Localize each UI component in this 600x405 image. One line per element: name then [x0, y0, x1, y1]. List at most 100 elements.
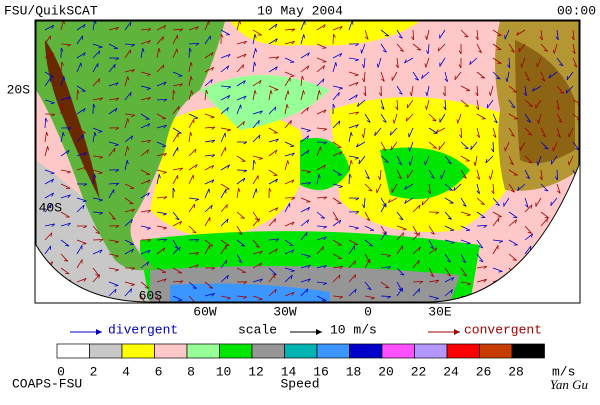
colorbar-label: Speed	[280, 376, 319, 391]
wind-arrow	[540, 183, 549, 192]
wind-arrow	[156, 169, 167, 174]
wind-arrow	[220, 146, 227, 157]
wind-arrow	[300, 206, 311, 213]
colorbar-tick: 16	[313, 364, 329, 379]
wind-arrow	[284, 274, 293, 283]
wind-arrow	[140, 123, 151, 129]
wind-arrow	[76, 278, 87, 283]
wind-arrow	[76, 239, 87, 245]
wind-arrow	[108, 239, 119, 244]
wind-arrow	[220, 95, 231, 101]
wind-arrow	[316, 78, 325, 87]
wind-arrow	[140, 71, 151, 76]
wind-arrow	[204, 126, 216, 130]
wind-arrow	[425, 99, 430, 110]
wind-arrow	[252, 188, 258, 199]
wind-arrow	[332, 141, 342, 148]
wind-arrow	[284, 120, 292, 129]
wind-arrow	[395, 99, 399, 111]
wind-arrow	[439, 57, 446, 67]
wind-arrow	[444, 289, 453, 297]
color-box	[414, 343, 448, 359]
wind-arrow	[427, 183, 431, 195]
wind-arrow	[475, 85, 479, 97]
colorbar-tick: 10	[216, 364, 232, 379]
colorbar-tick: 26	[476, 364, 492, 379]
wind-arrow	[332, 85, 343, 90]
wind-arrow	[172, 133, 179, 143]
wind-arrow	[60, 169, 71, 174]
wind-arrow	[412, 280, 424, 284]
wind-arrow	[156, 141, 167, 147]
wind-arrow	[411, 29, 415, 41]
lon-label: 60W	[193, 304, 217, 319]
wind-arrow	[473, 155, 478, 166]
wind-arrow	[220, 218, 229, 227]
wind-arrow	[412, 232, 421, 241]
wind-arrow	[172, 246, 181, 255]
wind-arrow	[188, 295, 197, 302]
color-box	[511, 343, 545, 359]
wind-arrow	[535, 197, 542, 207]
color-box	[186, 343, 220, 359]
wind-arrow	[92, 274, 101, 283]
color-box	[251, 343, 285, 359]
wind-arrow	[572, 211, 579, 221]
wind-arrow	[556, 99, 560, 111]
wind-arrow	[60, 194, 71, 199]
wind-arrow	[172, 34, 179, 45]
wind-arrow	[60, 222, 71, 227]
wind-arrow	[540, 127, 547, 138]
wind-arrow	[460, 197, 467, 207]
land	[515, 40, 575, 164]
wind-arrow	[188, 174, 194, 185]
wind-arrow	[60, 61, 64, 73]
wind-arrow	[220, 189, 227, 199]
wind-arrow	[44, 24, 55, 31]
wind-arrow	[524, 233, 534, 241]
wind-arrow	[552, 43, 558, 54]
wind-arrow	[204, 89, 209, 101]
wind-arrow	[124, 135, 134, 143]
color-box	[89, 343, 123, 359]
wind-arrow	[300, 288, 309, 297]
wind-arrow	[348, 197, 360, 201]
wind-arrow	[540, 264, 551, 269]
wind-arrow	[492, 29, 502, 36]
wind-arrow	[572, 183, 579, 193]
wind-arrow	[412, 204, 421, 213]
wind-arrow	[284, 197, 296, 201]
wind-arrow	[456, 113, 462, 124]
wind-arrow	[156, 48, 161, 59]
wind-arrow	[348, 239, 359, 246]
wind-arrow	[172, 105, 180, 115]
wind-arrow	[60, 47, 64, 59]
wind-arrow	[556, 295, 563, 302]
wind-arrow	[300, 253, 311, 258]
wind-arrow	[492, 267, 503, 273]
wind-arrow	[252, 34, 257, 45]
wind-arrow	[172, 220, 183, 227]
wind-arrow	[425, 29, 430, 40]
wind-arrow	[508, 113, 518, 120]
wind-arrow	[284, 249, 295, 255]
wind-arrow	[332, 295, 344, 299]
wind-arrow	[44, 35, 51, 45]
wind-arrow	[426, 43, 430, 55]
wind-arrow	[172, 187, 176, 199]
wind-arrow	[188, 148, 197, 157]
wind-arrow	[220, 65, 230, 73]
lat-label: 20S	[7, 82, 31, 97]
wind-arrow	[156, 81, 167, 87]
wind-arrow	[268, 187, 272, 199]
wind-arrow	[428, 141, 438, 149]
wind-arrow	[508, 211, 518, 219]
wind-arrow	[124, 43, 136, 47]
wind-arrow	[172, 127, 182, 134]
wind-arrow	[565, 85, 574, 94]
wind-arrow	[396, 211, 404, 221]
wind-arrow	[428, 211, 440, 215]
wind-arrow	[284, 28, 296, 32]
wind-arrow	[316, 246, 324, 255]
wind-arrow	[378, 85, 382, 97]
